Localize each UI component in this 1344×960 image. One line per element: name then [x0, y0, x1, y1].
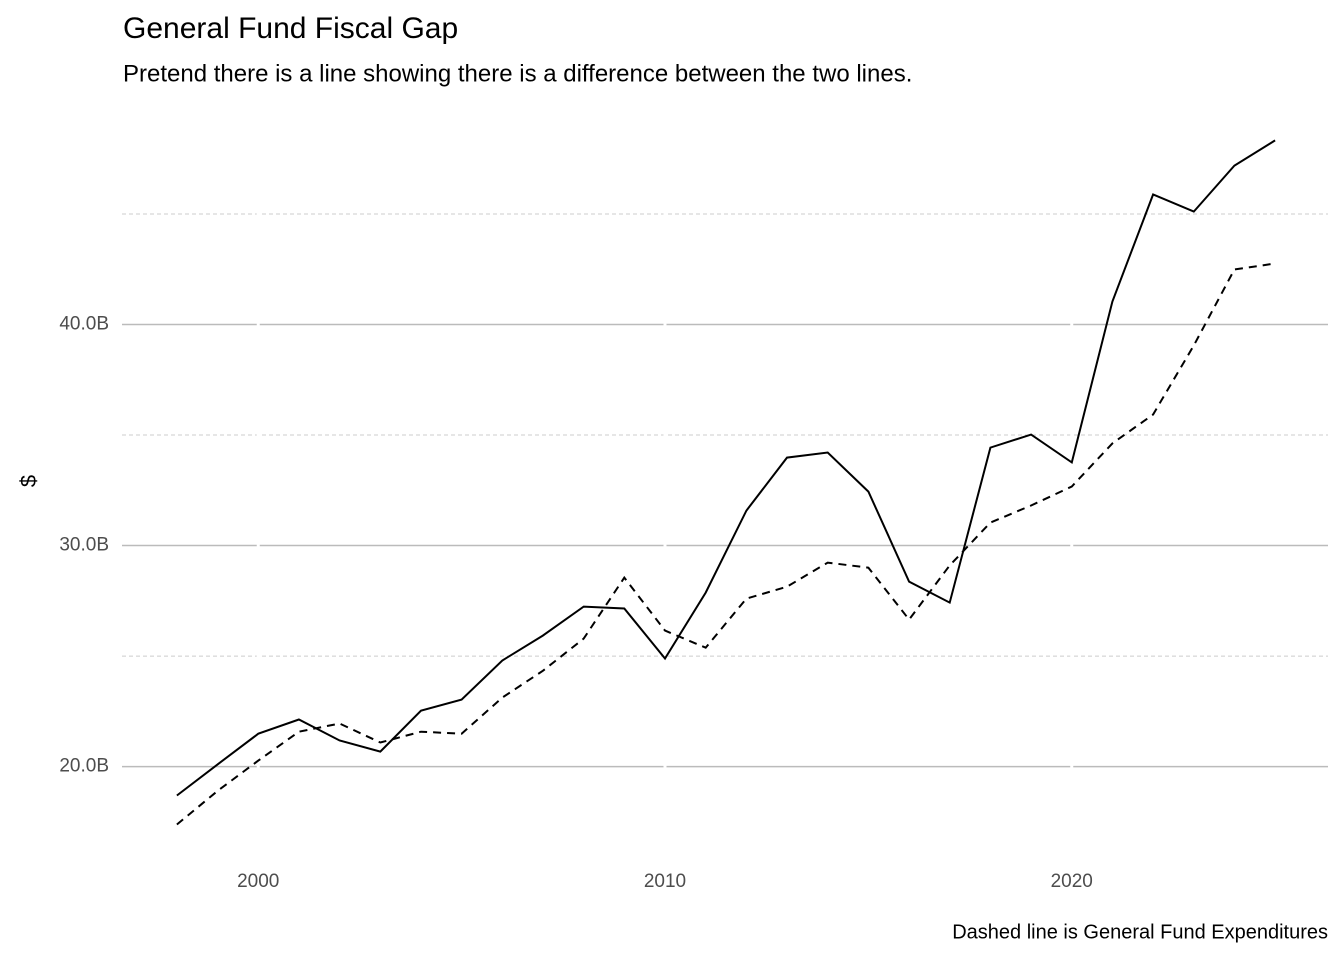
y-axis-label: $ [16, 475, 41, 487]
y-tick-label: 20.0B [59, 756, 109, 777]
chart-subtitle: Pretend there is a line showing there is… [123, 60, 912, 87]
x-tick-label: 2020 [1051, 871, 1093, 892]
x-tick-label: 2010 [644, 871, 686, 892]
x-tick-label: 2000 [237, 871, 279, 892]
series-line [176, 139, 1276, 797]
y-tick-label: 40.0B [59, 314, 109, 335]
chart-title: General Fund Fiscal Gap [123, 12, 458, 45]
series-line [176, 262, 1276, 826]
caption: Dashed line is General Fund Expenditures [952, 921, 1328, 943]
y-tick-label: 30.0B [59, 535, 109, 556]
